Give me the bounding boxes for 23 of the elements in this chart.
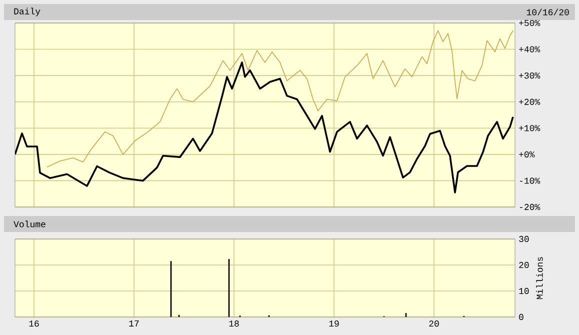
y-tick-label: +20% xyxy=(519,98,540,105)
y-tick-label: +50% xyxy=(519,20,540,26)
x-tick-label: 18 xyxy=(229,320,239,327)
y-tick-label: +30% xyxy=(519,72,540,79)
y-axis-title: Millions xyxy=(536,257,543,300)
line-series xyxy=(15,62,514,194)
y-tick-label: +0% xyxy=(519,151,535,158)
line-series xyxy=(46,30,514,168)
y-tick-label: -20% xyxy=(520,204,540,210)
x-tick-label: 20 xyxy=(429,320,439,327)
text: 10/16/20 xyxy=(526,8,569,16)
y-tick-label: +10% xyxy=(519,125,540,132)
x-tick-label: 17 xyxy=(129,320,139,326)
y-tick-label: 30 xyxy=(519,236,529,242)
x-tick-label: 19 xyxy=(329,320,339,327)
y-tick-label: -10% xyxy=(520,178,540,184)
chart-title: Volume xyxy=(14,220,46,228)
y-tick-label: +40% xyxy=(519,46,540,52)
y-tick-label: 10 xyxy=(519,288,529,294)
y-tick-label: 0 xyxy=(519,314,524,320)
x-tick-label: 16 xyxy=(29,320,39,327)
y-tick-label: 20 xyxy=(519,262,529,268)
chart-title: Daily xyxy=(14,8,40,16)
